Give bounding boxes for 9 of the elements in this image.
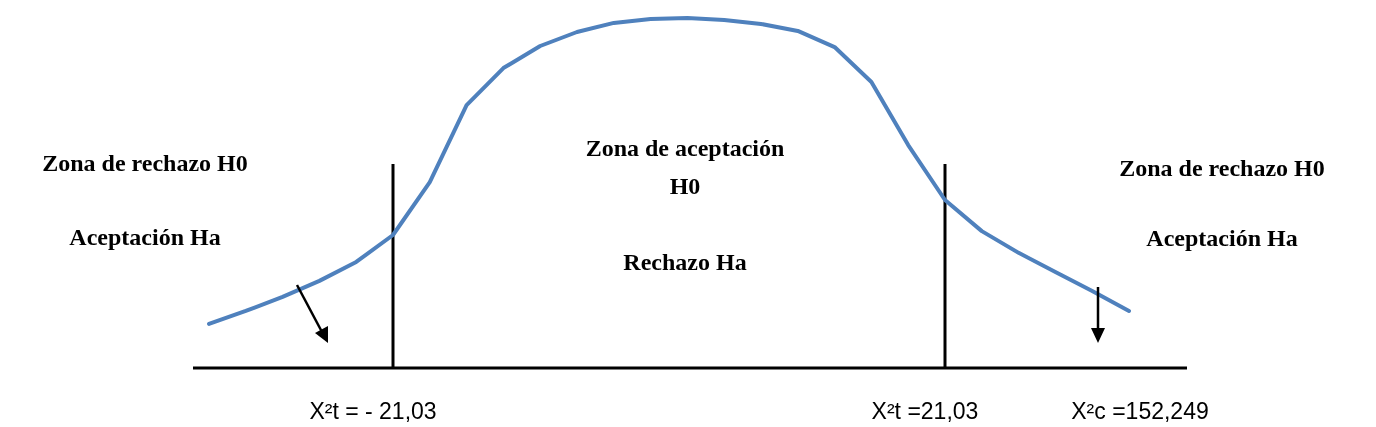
annotation: Zona de rechazo H0 [1119,155,1325,181]
annotation: Rechazo Ha [623,249,747,275]
text: X²t =21,03 [871,398,979,424]
annotation: Zona de rechazo H0 [42,150,248,176]
text: X²t = - 21,03 [309,398,437,424]
annotation: Zona de aceptación H0 [585,135,785,199]
annotation: Aceptación Ha [69,224,221,250]
text: X²c =152,249 [1071,398,1209,424]
annotation: Aceptación Ha [1146,225,1298,251]
